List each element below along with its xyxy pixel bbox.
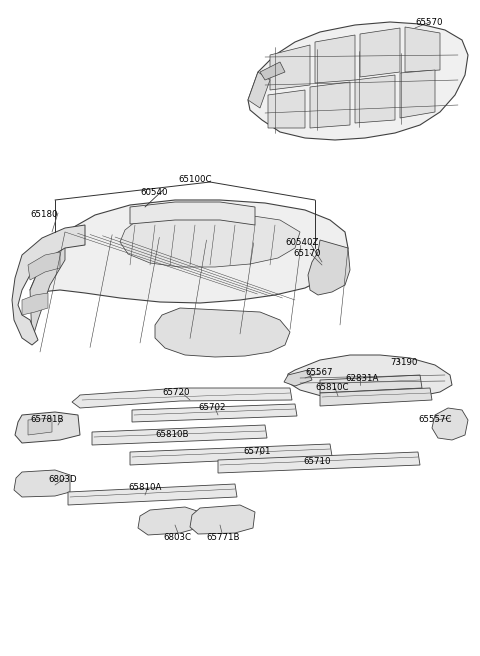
Text: 65781B: 65781B: [30, 415, 63, 424]
Text: 6803D: 6803D: [48, 475, 77, 484]
Polygon shape: [405, 27, 440, 72]
Text: 65810B: 65810B: [155, 430, 189, 439]
Polygon shape: [12, 225, 85, 345]
Text: 60540Z: 60540Z: [285, 238, 318, 247]
Polygon shape: [30, 232, 65, 340]
Polygon shape: [72, 388, 292, 408]
Polygon shape: [30, 200, 348, 303]
Text: 65557C: 65557C: [418, 415, 452, 424]
Text: 65771B: 65771B: [206, 533, 240, 542]
Text: 65720: 65720: [162, 388, 190, 397]
Polygon shape: [360, 28, 400, 77]
Polygon shape: [155, 308, 290, 357]
Polygon shape: [320, 375, 422, 393]
Text: 65570: 65570: [415, 18, 443, 27]
Polygon shape: [14, 470, 70, 497]
Polygon shape: [190, 505, 255, 534]
Text: 65170: 65170: [293, 249, 321, 258]
Polygon shape: [432, 408, 468, 440]
Polygon shape: [68, 484, 237, 505]
Polygon shape: [400, 70, 435, 118]
Polygon shape: [284, 370, 312, 386]
Polygon shape: [130, 444, 332, 465]
Polygon shape: [120, 213, 300, 267]
Text: 65810C: 65810C: [315, 383, 348, 392]
Polygon shape: [320, 388, 432, 406]
Text: 65567: 65567: [305, 368, 333, 377]
Polygon shape: [308, 240, 350, 295]
Text: 65702: 65702: [198, 403, 226, 412]
Text: 65701: 65701: [243, 447, 271, 456]
Polygon shape: [132, 404, 297, 422]
Polygon shape: [130, 202, 255, 225]
Polygon shape: [28, 252, 60, 280]
Polygon shape: [270, 45, 310, 90]
Text: 6803C: 6803C: [163, 533, 191, 542]
Polygon shape: [138, 507, 200, 535]
Text: 65100C: 65100C: [178, 175, 212, 184]
Polygon shape: [260, 62, 285, 80]
Polygon shape: [355, 75, 395, 123]
Text: 60540: 60540: [140, 188, 168, 197]
Polygon shape: [287, 355, 452, 400]
Text: 65810A: 65810A: [128, 483, 161, 492]
Polygon shape: [248, 22, 468, 140]
Polygon shape: [28, 418, 52, 435]
Polygon shape: [22, 293, 48, 315]
Text: 65710: 65710: [303, 457, 331, 466]
Text: 65180: 65180: [30, 210, 58, 219]
Polygon shape: [310, 82, 350, 128]
Text: 62831A: 62831A: [345, 374, 378, 383]
Polygon shape: [315, 35, 355, 83]
Polygon shape: [248, 72, 270, 108]
Polygon shape: [92, 425, 267, 445]
Polygon shape: [15, 412, 80, 443]
Polygon shape: [268, 90, 305, 128]
Text: 73190: 73190: [390, 358, 418, 367]
Polygon shape: [218, 452, 420, 473]
